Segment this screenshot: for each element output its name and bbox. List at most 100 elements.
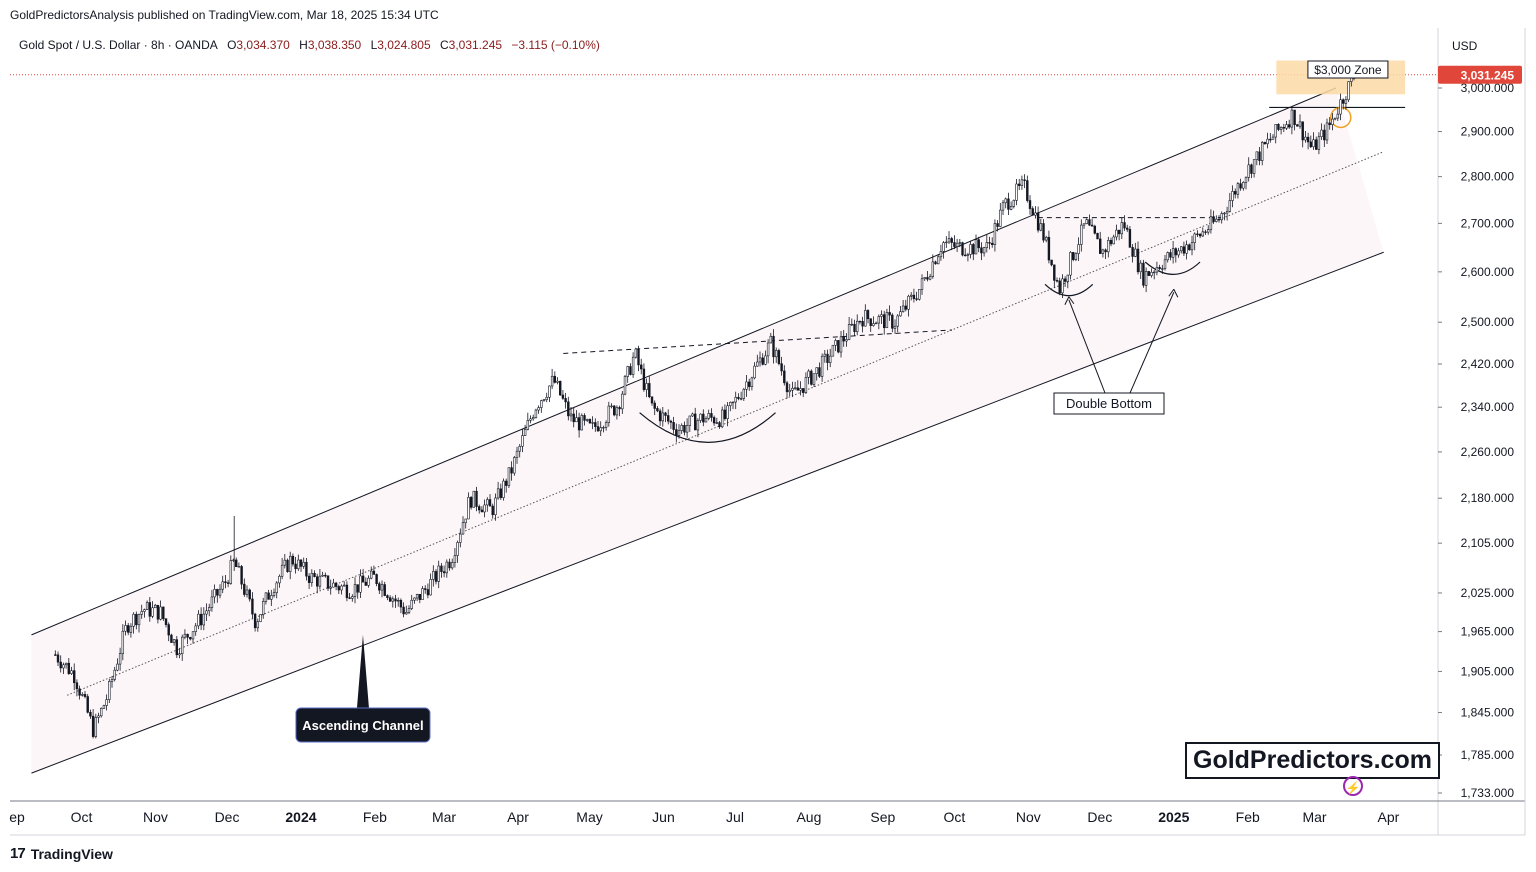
candle-body bbox=[1061, 278, 1064, 294]
symbol-name[interactable]: Gold Spot / U.S. Dollar · 8h · OANDA bbox=[19, 38, 218, 52]
high-value: 3,038.350 bbox=[307, 38, 362, 52]
candle-body bbox=[804, 377, 808, 393]
candle-body bbox=[496, 488, 500, 499]
candle-body bbox=[672, 422, 675, 430]
candle-body bbox=[145, 602, 149, 610]
candle-body bbox=[264, 592, 268, 602]
candle-body bbox=[361, 575, 365, 583]
neckline-2024 bbox=[563, 329, 953, 354]
candle-body bbox=[845, 339, 848, 342]
candle-body bbox=[793, 387, 797, 389]
lightning-icon[interactable]: ⚡ bbox=[1343, 776, 1363, 796]
candle-body bbox=[937, 256, 940, 265]
x-tick-label: ep bbox=[9, 809, 25, 825]
candle-body bbox=[143, 609, 146, 612]
candle-body bbox=[650, 396, 654, 404]
candle-body bbox=[97, 715, 100, 718]
candle-body bbox=[424, 588, 427, 590]
candle-body bbox=[1085, 219, 1088, 224]
channel-lower-line bbox=[31, 251, 1384, 774]
candle-body bbox=[418, 594, 422, 600]
y-tick-label: 2,900.000 bbox=[1461, 125, 1515, 139]
candle-body bbox=[210, 596, 214, 608]
candle-body bbox=[1004, 198, 1007, 204]
candle-body bbox=[1234, 191, 1237, 195]
candle-body bbox=[1269, 138, 1272, 141]
y-tick-label: 2,105.000 bbox=[1461, 536, 1515, 550]
candle-body bbox=[694, 413, 697, 431]
candle-body bbox=[991, 242, 994, 245]
candle-body bbox=[572, 413, 575, 423]
candle-body bbox=[1026, 180, 1029, 201]
candle-body bbox=[440, 565, 443, 572]
candle-body bbox=[307, 575, 311, 583]
candle-body bbox=[175, 639, 179, 656]
candle-body bbox=[934, 261, 937, 265]
candle-body bbox=[154, 604, 157, 609]
candle-body bbox=[642, 368, 646, 390]
candle-body bbox=[750, 377, 754, 387]
candle-body bbox=[1096, 232, 1099, 240]
x-tick-label: Apr bbox=[507, 809, 529, 825]
candle-body bbox=[629, 366, 632, 375]
candle-body bbox=[229, 560, 233, 584]
candle-body bbox=[1101, 249, 1105, 254]
candle-body bbox=[791, 387, 794, 391]
candle-body bbox=[370, 570, 373, 579]
candle-body bbox=[1042, 223, 1045, 241]
candle-body bbox=[1182, 246, 1186, 254]
candle-body bbox=[918, 289, 921, 300]
candle-body bbox=[1063, 278, 1067, 282]
candle-body bbox=[156, 604, 160, 620]
candle-body bbox=[1045, 236, 1048, 241]
candle-body bbox=[505, 480, 508, 486]
candle-body bbox=[351, 596, 354, 599]
candle-body bbox=[62, 664, 65, 669]
candle-body bbox=[880, 314, 883, 317]
ascending-channel-label: Ascending Channel bbox=[302, 718, 423, 733]
candle-body bbox=[1169, 252, 1172, 258]
footer-brand[interactable]: 17 TradingView bbox=[10, 845, 113, 862]
candle-body bbox=[721, 409, 724, 428]
candle-body bbox=[75, 682, 79, 690]
candle-body bbox=[386, 595, 389, 598]
candle-body bbox=[526, 420, 530, 430]
candle-body bbox=[829, 355, 832, 363]
candle-body bbox=[1252, 159, 1256, 174]
candle-body bbox=[378, 583, 381, 591]
candle-body bbox=[1247, 164, 1250, 178]
y-tick-label: 2,260.000 bbox=[1461, 445, 1515, 459]
candle-body bbox=[197, 613, 200, 627]
candle-body bbox=[723, 409, 727, 419]
y-tick-label: 3,000.000 bbox=[1461, 81, 1515, 95]
candle-body bbox=[955, 242, 959, 247]
currency-label[interactable]: USD bbox=[1452, 39, 1478, 53]
candle-body bbox=[1055, 280, 1059, 282]
candle-body bbox=[170, 634, 173, 643]
y-tick-label: 1,733.000 bbox=[1461, 786, 1515, 800]
candle-body bbox=[478, 506, 481, 511]
cup-curve bbox=[639, 412, 776, 443]
candle-body bbox=[618, 407, 621, 410]
candle-body bbox=[110, 679, 114, 682]
candle-body bbox=[891, 314, 894, 329]
candle-body bbox=[807, 370, 810, 378]
candle-body bbox=[78, 688, 81, 696]
candle-body bbox=[345, 584, 349, 599]
candle-body bbox=[59, 661, 62, 669]
candle-body bbox=[1077, 244, 1080, 254]
tradingview-logo-icon: 17 bbox=[10, 845, 26, 862]
candle-body bbox=[226, 582, 230, 584]
candle-body bbox=[67, 662, 71, 674]
candle-body bbox=[486, 499, 489, 506]
candle-body bbox=[397, 599, 400, 602]
candle-body bbox=[815, 367, 818, 374]
candle-body bbox=[491, 505, 494, 516]
candle-body bbox=[456, 542, 459, 556]
watermark-text: GoldPredictors.com bbox=[1185, 742, 1440, 779]
candle-body bbox=[248, 589, 251, 600]
candle-body bbox=[775, 350, 778, 358]
candle-body bbox=[1134, 248, 1137, 257]
x-tick-label: May bbox=[576, 809, 602, 825]
